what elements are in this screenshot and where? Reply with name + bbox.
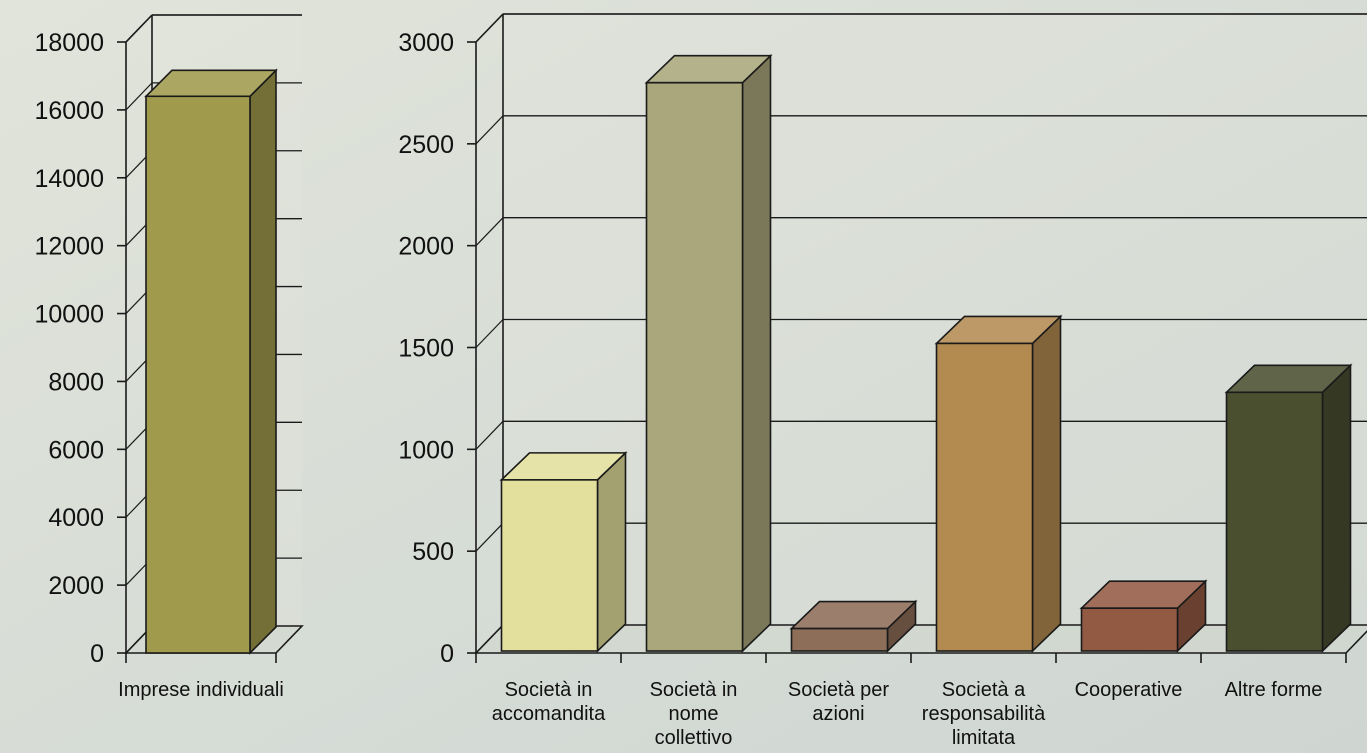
y-tick-label: 0 bbox=[440, 640, 454, 668]
bar bbox=[144, 68, 278, 655]
y-tick-label: 1500 bbox=[398, 335, 454, 363]
side-gridline bbox=[475, 420, 504, 450]
y-tick-label: 0 bbox=[90, 640, 104, 668]
chart-right: 0 500 1000 1500 2000 2500 3000 Società in accoma… bbox=[398, 13, 1367, 749]
bar bbox=[934, 314, 1063, 653]
bar bbox=[1224, 363, 1353, 653]
x-tick-label: Società in accomandita bbox=[492, 679, 606, 725]
side-gridline bbox=[475, 13, 504, 43]
bar-front bbox=[145, 95, 251, 654]
bar-front bbox=[1225, 391, 1324, 652]
y-tick-label: 4000 bbox=[48, 504, 104, 532]
side-gridline bbox=[475, 522, 504, 552]
y-tick-label: 18000 bbox=[34, 29, 104, 57]
bar bbox=[789, 599, 918, 653]
bar bbox=[499, 451, 628, 653]
side-gridline bbox=[475, 115, 504, 145]
y-tick-label: 1000 bbox=[398, 436, 454, 464]
y-tick-label: 10000 bbox=[34, 301, 104, 329]
bar-side bbox=[596, 451, 627, 653]
x-tick-label: Imprese individuali bbox=[118, 679, 284, 701]
side-gridline bbox=[475, 217, 504, 247]
side-gridline bbox=[125, 14, 153, 43]
y-tick-label: 2500 bbox=[398, 131, 454, 159]
bar-front bbox=[790, 627, 889, 652]
chart-left: 0 2000 4000 6000 8000 10000 12000 14000 16000 180… bbox=[34, 14, 304, 701]
bar-front bbox=[935, 342, 1034, 652]
y-tick-label: 14000 bbox=[34, 165, 104, 193]
bar-side bbox=[1321, 363, 1352, 653]
y-tick-label: 2000 bbox=[48, 572, 104, 600]
side-gridline bbox=[475, 319, 504, 348]
x-tick-label: Società a responsabilità limitata bbox=[922, 679, 1046, 749]
bar-front bbox=[1080, 607, 1179, 652]
x-tick-label: Società in nome collettivo bbox=[650, 679, 738, 749]
y-tick-label: 12000 bbox=[34, 233, 104, 261]
x-tick-label: Società per azioni bbox=[788, 679, 890, 725]
y-tick-label: 2000 bbox=[398, 233, 454, 261]
y-tick-label: 8000 bbox=[48, 368, 104, 396]
bar-front bbox=[645, 81, 744, 652]
y-tick-label: 16000 bbox=[34, 97, 104, 125]
y-tick-label: 500 bbox=[412, 538, 454, 566]
x-tick-label: Altre forme bbox=[1225, 679, 1323, 701]
bar-side bbox=[1031, 314, 1062, 653]
bar-side bbox=[741, 53, 772, 653]
bar-side bbox=[249, 68, 277, 655]
bar bbox=[644, 53, 773, 653]
y-tick-label: 6000 bbox=[48, 436, 104, 464]
side-gridline bbox=[125, 82, 153, 111]
x-tick-label: Cooperative bbox=[1075, 679, 1183, 701]
bar-front bbox=[500, 479, 599, 652]
bar bbox=[1079, 579, 1208, 653]
y-tick-label: 3000 bbox=[398, 29, 454, 57]
side-gridline bbox=[475, 624, 504, 654]
